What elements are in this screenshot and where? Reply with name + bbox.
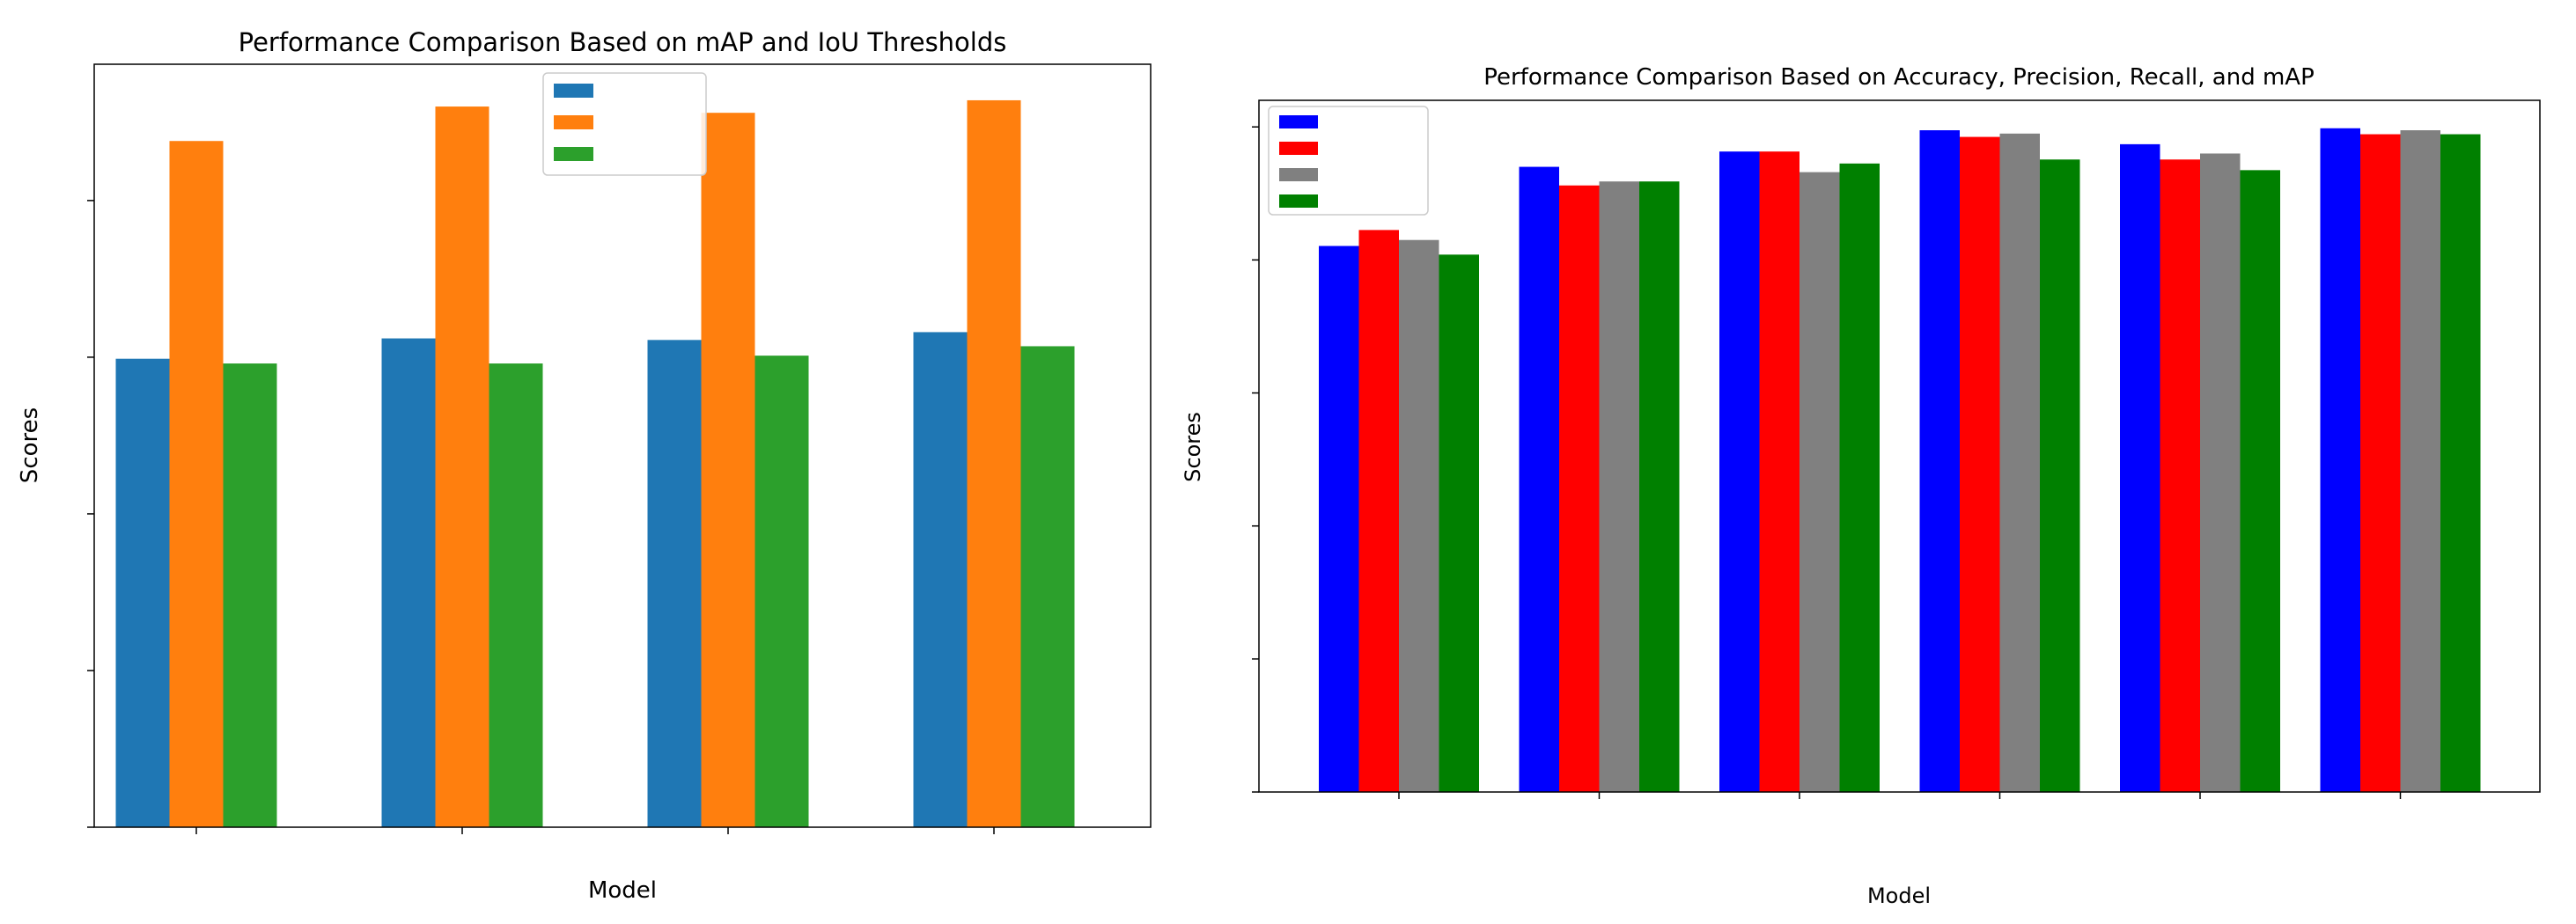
chart1-plot-frame <box>93 63 1152 828</box>
legend-swatch-accuracy <box>1279 115 1318 128</box>
chart2-y-label: Scores <box>1181 412 1205 482</box>
chart1-x-label: Model <box>588 877 657 904</box>
chart2-bars <box>1319 128 2481 793</box>
bar-accuracy-lbp-cnn <box>1719 151 1760 793</box>
bar-recall-proposed-model <box>2400 130 2440 792</box>
bar-map-f2m <box>1639 181 1680 792</box>
chart2-x-axis <box>1398 792 2402 799</box>
bar-accuracy-modified-yolov5 <box>1319 246 1359 793</box>
legend-swatch-map <box>554 84 593 98</box>
bar-iou-75-proposed-model <box>1020 346 1075 827</box>
bar-map-proposed-model <box>2440 134 2481 792</box>
bar-map-yolov5m <box>381 338 436 827</box>
bar-iou-50-baseline <box>701 113 755 828</box>
bar-precision-ai-rnn-wo <box>1960 136 2000 792</box>
bar-recall-federated-learning <box>2200 153 2241 792</box>
legend-swatch-iou-75 <box>554 147 593 161</box>
bar-precision-lbp-cnn <box>1759 151 1800 793</box>
chart-map-iou: Performance Comparison Based on mAP and … <box>17 27 1152 904</box>
chart2-y-axis <box>1252 126 1259 793</box>
legend-swatch-recall <box>1279 168 1318 181</box>
chart1-y-label: Scores <box>17 407 43 483</box>
bar-accuracy-proposed-model <box>2320 128 2360 792</box>
chart2-plot-frame <box>1258 99 2541 793</box>
chart1-legend <box>542 72 707 176</box>
bar-recall-f2m <box>1599 181 1639 792</box>
bar-recall-modified-yolov5 <box>1399 239 1439 792</box>
bar-iou-75-yolov5m <box>489 363 543 827</box>
legend-frame <box>1268 106 1429 216</box>
bar-map-federated-learning <box>2240 170 2280 792</box>
bar-recall-ai-rnn-wo <box>1999 133 2040 793</box>
chart2-x-label: Model <box>1867 884 1931 908</box>
legend-swatch-map <box>1279 194 1318 208</box>
bar-iou-50-yolov5m <box>435 106 489 828</box>
chart1-bars <box>115 99 1075 828</box>
legend-swatch-iou-50 <box>554 115 593 129</box>
chart-accuracy-precision: Performance Comparison Based on Accuracy… <box>1181 64 2541 908</box>
chart2-title: Performance Comparison Based on Accuracy… <box>1483 64 2315 91</box>
bar-accuracy-federated-learning <box>2120 143 2160 793</box>
chart1-title: Performance Comparison Based on mAP and … <box>239 27 1007 57</box>
legend-swatch-precision <box>1279 142 1318 155</box>
bar-precision-f2m <box>1559 185 1600 792</box>
bar-precision-modified-yolov5 <box>1358 230 1399 792</box>
chart2-legend <box>1268 106 1429 216</box>
bar-map-proposed-model <box>913 332 968 827</box>
chart1-y-axis <box>87 200 94 828</box>
bar-precision-proposed-model <box>2360 134 2401 792</box>
bar-map-yolov5s <box>115 358 170 827</box>
bar-accuracy-ai-rnn-wo <box>1919 130 1960 792</box>
bar-iou-50-yolov5s <box>169 141 224 828</box>
bar-iou-75-baseline <box>754 356 809 827</box>
bar-map-baseline <box>647 340 702 828</box>
chart1-x-axis <box>195 827 995 834</box>
bar-accuracy-f2m <box>1519 166 1559 793</box>
bar-map-modified-yolov5 <box>1439 254 1479 792</box>
bar-map-lbp-cnn <box>1839 163 1880 792</box>
bar-iou-50-proposed-model <box>967 99 1021 828</box>
bar-recall-lbp-cnn <box>1800 172 1840 793</box>
bar-map-ai-rnn-wo <box>2040 159 2080 793</box>
bar-iou-75-yolov5s <box>223 363 277 827</box>
bar-precision-federated-learning <box>2160 159 2200 793</box>
